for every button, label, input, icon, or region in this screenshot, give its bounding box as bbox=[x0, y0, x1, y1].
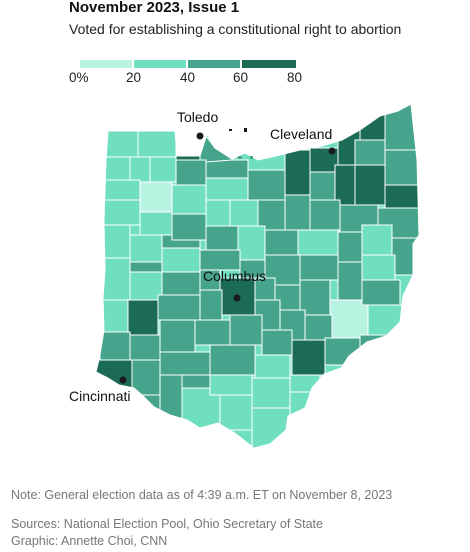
island-marker bbox=[244, 128, 247, 132]
legend-swatch-60-80 bbox=[242, 60, 296, 68]
legend-tick-20: 20 bbox=[126, 70, 142, 85]
city-label-cleveland: Cleveland bbox=[270, 126, 333, 142]
legend-swatch-20-40 bbox=[134, 60, 186, 68]
legend-tick-0: 0% bbox=[69, 70, 89, 85]
island-marker bbox=[229, 129, 232, 131]
footnote: Note: General election data as of 4:39 a… bbox=[11, 488, 393, 502]
legend-tick-80: 80 bbox=[287, 70, 303, 85]
legend-tick-40: 40 bbox=[180, 70, 196, 85]
legend-swatch-40-60 bbox=[188, 60, 240, 68]
ohio-county-map: Toledo Cleveland Columbus Cincinnati bbox=[69, 103, 420, 449]
color-legend: 0% 20 40 60 80 bbox=[0, 0, 470, 100]
city-dot-cleveland bbox=[328, 147, 336, 155]
city-dot-cincinnati bbox=[119, 376, 127, 384]
island-marker bbox=[238, 156, 242, 159]
island-marker bbox=[250, 156, 253, 159]
city-dot-columbus bbox=[233, 294, 241, 302]
legend-tick-60: 60 bbox=[233, 70, 249, 85]
legend-swatch-0-20 bbox=[80, 60, 132, 68]
ohio-map-svg bbox=[95, 103, 420, 449]
city-label-cincinnati: Cincinnati bbox=[69, 388, 131, 404]
city-dot-toledo bbox=[196, 132, 204, 140]
graphic-credit: Graphic: Annette Choi, CNN bbox=[11, 534, 168, 548]
city-label-columbus: Columbus bbox=[203, 268, 267, 284]
city-label-toledo: Toledo bbox=[177, 109, 219, 125]
map-title: November 2023, Issue 1 bbox=[69, 0, 240, 16]
map-subtitle: Voted for establishing a constitutional … bbox=[69, 21, 402, 37]
sources-credit: Sources: National Election Pool, Ohio Se… bbox=[11, 517, 323, 531]
